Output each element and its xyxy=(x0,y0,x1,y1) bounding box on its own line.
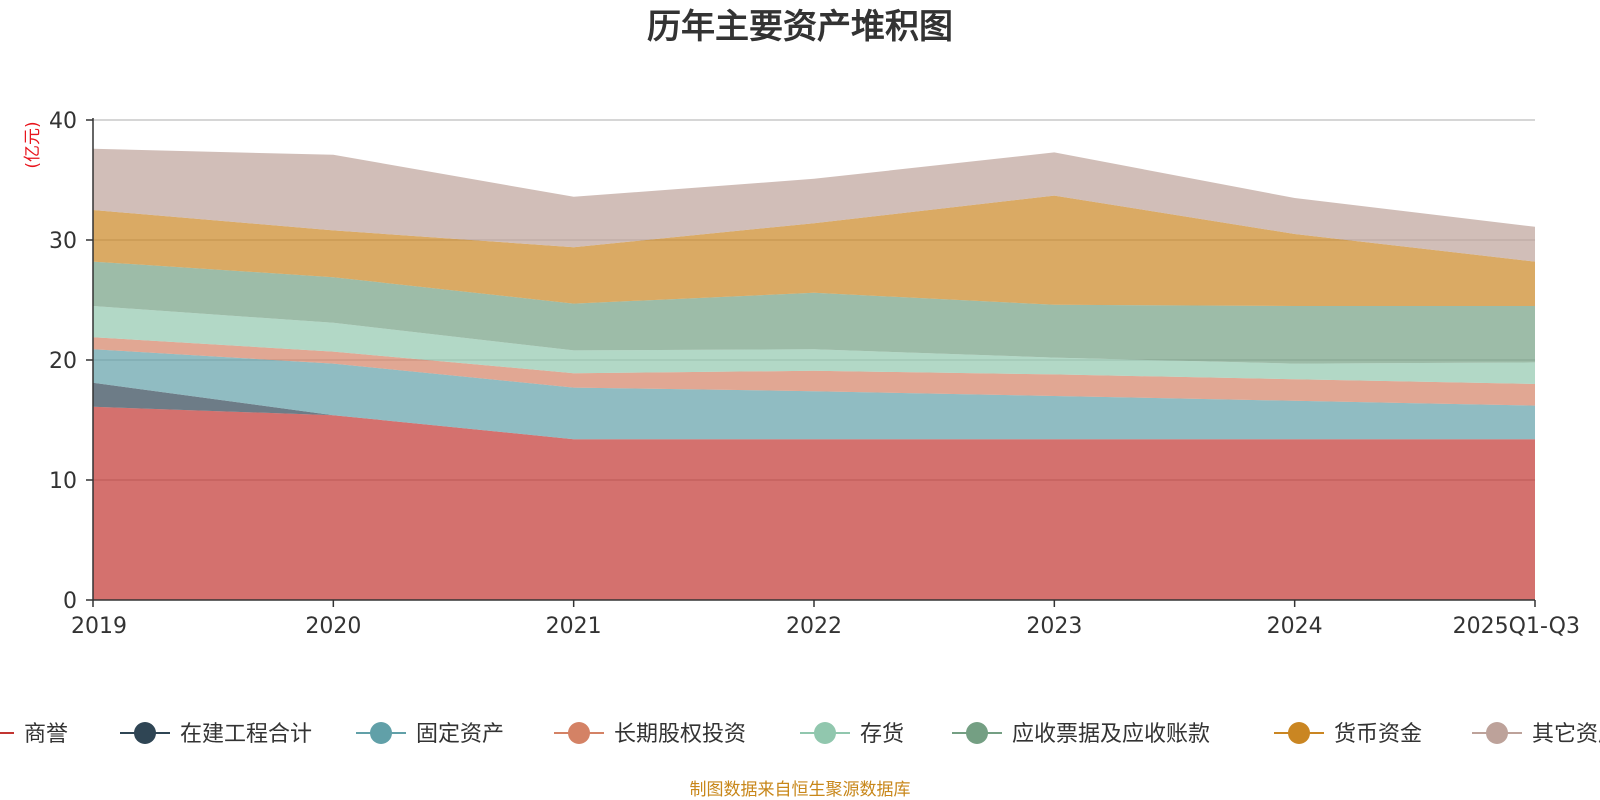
x-tick-label-2: 2021 xyxy=(546,614,602,639)
legend-item-3[interactable]: 长期股权投资 xyxy=(554,722,746,747)
y-tick-label-20: 20 xyxy=(49,349,77,374)
legend-item-2[interactable]: 固定资产 xyxy=(356,722,504,747)
axes: 0 10 20 30 40 2019 2020 2021 2022 2023 2024 2025Q1-… xyxy=(49,109,1580,639)
source-note: 制图数据来自恒生聚源数据库 xyxy=(690,780,911,800)
x-tick-label-6: 2025Q1-Q3 xyxy=(1453,614,1580,639)
chart-title: 历年主要资产堆积图 xyxy=(647,7,953,47)
legend-marker-6 xyxy=(1288,722,1310,744)
y-tick-label-10: 10 xyxy=(49,469,77,494)
y-tick-label-30: 30 xyxy=(49,229,77,254)
area-series-3[interactable] xyxy=(93,337,1535,406)
legend-item-6[interactable]: 货币资金 xyxy=(1274,722,1422,747)
legend-item-1[interactable]: 在建工程合计 xyxy=(120,722,312,747)
legend-item-5[interactable]: 应收票据及应收账款 xyxy=(952,722,1210,747)
area-series-0[interactable] xyxy=(93,406,1535,600)
legend-item-4[interactable]: 存货 xyxy=(800,722,904,747)
y-axis-label: (亿元) xyxy=(23,121,43,168)
legend-item-7[interactable]: 其它资产 xyxy=(1472,722,1600,747)
legend-label-6: 货币资金 xyxy=(1334,722,1422,747)
legend-label-3: 长期股权投资 xyxy=(614,722,746,747)
area-series-group xyxy=(93,148,1535,600)
y-tick-label-40: 40 xyxy=(49,109,77,134)
area-series-7[interactable] xyxy=(93,148,1535,262)
legend-marker-7 xyxy=(1486,722,1508,744)
area-series-5[interactable] xyxy=(93,261,1535,364)
y-tick-label-0: 0 xyxy=(63,589,77,614)
legend-label-7: 其它资产 xyxy=(1532,722,1600,747)
x-tick-label-0: 2019 xyxy=(71,614,127,639)
legend-marker-4 xyxy=(814,722,836,744)
legend[interactable]: 商誉 在建工程合计 固定资产 长期股权投资 存货 应收票据及应收账款 货币资金 其它资产 xyxy=(0,722,1600,747)
legend-item-0[interactable]: 商誉 xyxy=(0,722,68,747)
x-tick-label-1: 2020 xyxy=(305,614,361,639)
legend-label-4: 存货 xyxy=(860,722,904,747)
legend-marker-2 xyxy=(370,722,392,744)
area-series-2[interactable] xyxy=(93,349,1535,440)
legend-marker-1 xyxy=(134,722,156,744)
x-tick-label-4: 2023 xyxy=(1026,614,1082,639)
x-tick-label-3: 2022 xyxy=(786,614,842,639)
legend-marker-3 xyxy=(568,722,590,744)
area-series-4[interactable] xyxy=(93,306,1535,384)
legend-label-2: 固定资产 xyxy=(416,722,504,747)
legend-label-0: 商誉 xyxy=(24,722,68,747)
legend-label-1: 在建工程合计 xyxy=(180,722,312,747)
area-series-6[interactable] xyxy=(93,195,1535,306)
legend-marker-5 xyxy=(966,722,988,744)
legend-label-5: 应收票据及应收账款 xyxy=(1012,722,1210,747)
x-tick-label-5: 2024 xyxy=(1267,614,1323,639)
